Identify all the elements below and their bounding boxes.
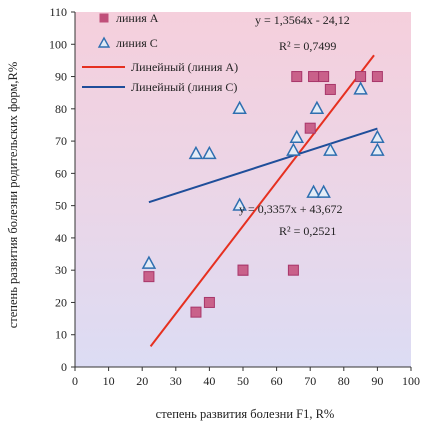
point-line-c [286, 142, 301, 156]
x-axis-title: степень развития болезни F1, R% [156, 407, 335, 421]
r2-trend-c: R² = 0,2521 [279, 224, 336, 238]
point-line-c [309, 100, 325, 114]
legend-label-trend-c: Линейный (линия С) [131, 80, 237, 94]
point-line-c [289, 129, 305, 144]
y-tick-label: 50 [55, 199, 67, 213]
x-tick-label: 80 [338, 374, 350, 388]
y-tick-label: 80 [55, 102, 67, 116]
point-line-a [355, 71, 367, 83]
legend-label-trend-a: Линейный (линия А) [131, 60, 238, 74]
x-tick-label: 10 [103, 374, 115, 388]
point-line-a [190, 306, 202, 318]
x-tick-label: 60 [271, 374, 283, 388]
x-tick-label: 70 [304, 374, 316, 388]
y-tick-label: 60 [55, 166, 67, 180]
legend-label-line-a: линия А [116, 11, 159, 25]
x-tick-label: 30 [170, 374, 182, 388]
y-tick-label: 70 [55, 134, 67, 148]
point-line-c [370, 142, 385, 156]
trendline-line-c [148, 127, 378, 204]
point-line-c [370, 129, 385, 144]
point-line-a [318, 71, 330, 83]
y-tick-label: 10 [55, 328, 67, 342]
y-tick-label: 30 [55, 263, 67, 277]
x-tick-label: 50 [237, 374, 249, 388]
point-line-a [287, 264, 299, 276]
y-tick-label: 100 [49, 37, 67, 51]
equation-trend-a: y = 1,3564x - 24,12 [255, 13, 350, 27]
point-line-a [203, 296, 215, 308]
point-line-c [306, 184, 321, 198]
point-line-a [304, 122, 316, 134]
trendline-line-a [149, 54, 375, 347]
x-tick-label: 20 [136, 374, 148, 388]
y-tick-label: 110 [49, 5, 67, 19]
r2-trend-a: R² = 0,7499 [279, 39, 336, 53]
point-line-c [188, 145, 204, 160]
x-tick-label: 90 [371, 374, 383, 388]
x-tick-label: 100 [402, 374, 420, 388]
point-line-c [232, 100, 247, 114]
point-line-a [308, 71, 320, 83]
point-line-a [143, 271, 155, 283]
legend: линия А линия С Линейный (линия А) Линей… [82, 11, 238, 94]
point-line-a [371, 71, 383, 83]
legend-marker-line-c [97, 36, 111, 48]
y-ticks: 0 10 20 30 40 50 60 70 80 90 100 110 [49, 5, 75, 374]
point-line-c [323, 142, 338, 156]
y-axis-title: степень развития болезни родительских фо… [6, 62, 20, 329]
point-line-c [353, 81, 368, 95]
point-line-a [237, 264, 249, 276]
x-tick-label: 0 [72, 374, 78, 388]
point-line-a [291, 71, 303, 83]
y-tick-label: 0 [61, 360, 67, 374]
point-line-c [232, 197, 247, 211]
point-line-a [324, 83, 336, 95]
legend-marker-line-a [99, 13, 109, 23]
x-tick-label: 40 [203, 374, 215, 388]
point-line-c [316, 184, 331, 198]
y-tick-label: 20 [55, 295, 67, 309]
y-tick-label: 90 [55, 70, 67, 84]
point-line-c [141, 255, 157, 269]
y-tick-label: 40 [55, 231, 67, 245]
equation-trend-c: y = 0,3357x + 43,672 [239, 202, 343, 216]
trendlines [148, 54, 378, 347]
plot-area [75, 12, 411, 367]
data-points [141, 71, 385, 318]
point-line-c [202, 145, 217, 160]
x-ticks: 0 10 20 30 40 50 60 70 80 90 100 [72, 367, 420, 388]
legend-label-line-c: линия С [116, 36, 158, 50]
